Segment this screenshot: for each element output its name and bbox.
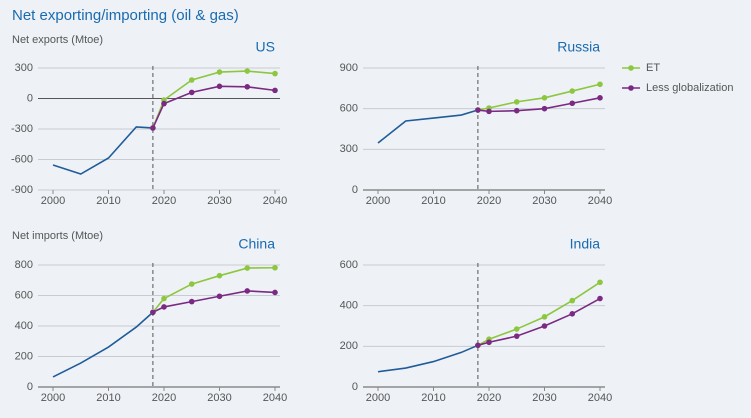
chart-title: India bbox=[570, 236, 601, 252]
data-point bbox=[188, 298, 195, 305]
series-line bbox=[377, 344, 479, 373]
x-tick-label: 2020 bbox=[152, 392, 176, 404]
series-line bbox=[152, 266, 276, 313]
y-tick-label: 800 bbox=[15, 259, 33, 271]
data-point bbox=[188, 77, 195, 83]
data-point bbox=[244, 288, 251, 294]
data-point bbox=[272, 264, 278, 271]
x-tick-label: 2000 bbox=[41, 392, 65, 404]
y-axis-label: Net imports (Mtoe) bbox=[12, 230, 103, 242]
data-point bbox=[188, 89, 195, 96]
x-tick-label: 2030 bbox=[532, 195, 556, 207]
data-point bbox=[272, 70, 278, 77]
y-tick-label: 900 bbox=[340, 62, 358, 74]
y-tick-label: 0 bbox=[352, 184, 358, 196]
x-tick-label: 2040 bbox=[263, 195, 287, 207]
x-tick-label: 2010 bbox=[421, 195, 445, 207]
y-tick-label: -300 bbox=[11, 123, 33, 135]
figure-title: Net exporting/importing (oil & gas) bbox=[12, 7, 239, 24]
data-point bbox=[486, 339, 492, 346]
x-tick-label: 2000 bbox=[366, 392, 390, 404]
data-point bbox=[541, 323, 548, 329]
data-point bbox=[150, 125, 156, 131]
y-tick-label: 400 bbox=[15, 320, 33, 332]
data-point bbox=[597, 95, 603, 101]
x-tick-label: 2020 bbox=[477, 392, 501, 404]
data-point bbox=[272, 87, 278, 94]
x-tick-label: 2030 bbox=[207, 195, 231, 207]
y-tick-label: -900 bbox=[11, 184, 33, 196]
series-line bbox=[52, 311, 154, 378]
data-point bbox=[513, 326, 520, 332]
data-point bbox=[161, 304, 167, 310]
series-line bbox=[52, 126, 153, 175]
data-point bbox=[216, 83, 223, 90]
data-point bbox=[541, 95, 548, 101]
chart-title: Russia bbox=[557, 39, 600, 55]
chart-title: US bbox=[256, 39, 275, 55]
x-tick-label: 2040 bbox=[588, 392, 612, 404]
data-point bbox=[597, 295, 603, 302]
data-point bbox=[244, 84, 251, 90]
y-tick-label: 200 bbox=[340, 340, 358, 352]
y-tick-label: 300 bbox=[340, 143, 358, 155]
y-tick-label: 600 bbox=[340, 103, 358, 115]
data-point bbox=[475, 107, 481, 113]
x-tick-label: 2010 bbox=[96, 195, 120, 207]
data-point bbox=[569, 100, 576, 107]
chart-title: China bbox=[238, 236, 275, 252]
data-point bbox=[541, 105, 548, 112]
x-tick-label: 2020 bbox=[477, 195, 501, 207]
legend-marker bbox=[628, 85, 634, 91]
data-point bbox=[188, 281, 195, 287]
data-point bbox=[513, 107, 520, 114]
x-tick-label: 2020 bbox=[152, 195, 176, 207]
y-tick-label: 600 bbox=[15, 289, 33, 301]
data-point bbox=[216, 272, 223, 279]
data-point bbox=[272, 289, 278, 296]
y-axis-label: Net exports (Mtoe) bbox=[12, 34, 103, 46]
y-tick-label: -600 bbox=[11, 153, 33, 165]
data-point bbox=[161, 100, 167, 107]
data-point bbox=[569, 311, 576, 317]
legend-label: ET bbox=[646, 62, 660, 74]
x-tick-label: 2040 bbox=[588, 195, 612, 207]
x-tick-label: 2010 bbox=[421, 392, 445, 404]
data-point bbox=[513, 333, 520, 339]
series-line bbox=[152, 85, 276, 129]
y-tick-label: 600 bbox=[340, 259, 358, 271]
data-point bbox=[541, 314, 548, 320]
x-tick-label: 2040 bbox=[263, 392, 287, 404]
series-line bbox=[377, 109, 479, 144]
data-point bbox=[513, 99, 520, 105]
x-tick-label: 2030 bbox=[532, 392, 556, 404]
x-tick-label: 2030 bbox=[207, 392, 231, 404]
data-point bbox=[486, 108, 492, 115]
data-point bbox=[161, 295, 167, 302]
data-point bbox=[597, 279, 603, 286]
x-tick-label: 2010 bbox=[96, 392, 120, 404]
y-tick-label: 0 bbox=[27, 381, 33, 393]
data-point bbox=[569, 297, 576, 304]
x-tick-label: 2000 bbox=[366, 195, 390, 207]
y-tick-label: 200 bbox=[15, 350, 33, 362]
data-point bbox=[216, 293, 223, 300]
x-tick-label: 2000 bbox=[41, 195, 65, 207]
data-point bbox=[216, 69, 223, 75]
y-tick-label: 0 bbox=[27, 92, 33, 104]
data-point bbox=[569, 88, 576, 94]
data-point bbox=[597, 81, 603, 88]
data-point bbox=[244, 68, 251, 74]
data-point bbox=[244, 265, 251, 271]
data-point bbox=[150, 309, 156, 316]
y-tick-label: 0 bbox=[352, 381, 358, 393]
legend-label: Less globalization bbox=[646, 82, 733, 94]
y-tick-label: 400 bbox=[340, 300, 358, 312]
y-tick-label: 300 bbox=[15, 62, 33, 74]
legend-marker bbox=[628, 65, 634, 71]
data-point bbox=[475, 342, 481, 349]
